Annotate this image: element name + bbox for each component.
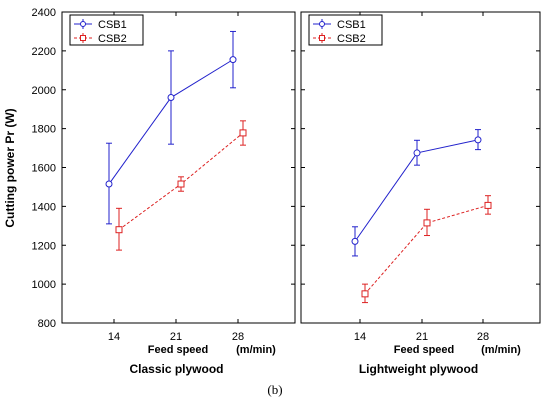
legend-label-csb1: CSB1: [337, 19, 366, 31]
data-point: [351, 237, 359, 245]
y-tick-label: 1800: [32, 124, 56, 136]
data-point: [361, 290, 369, 298]
x-axis-label: Feed speed: [394, 344, 455, 356]
plot-frame: [300, 11, 541, 324]
data-point: [484, 201, 492, 209]
panel-title: Classic plywood: [129, 362, 223, 376]
y-tick-label: 1600: [32, 163, 56, 175]
y-tick-label: 2000: [32, 85, 56, 97]
data-point: [239, 129, 247, 137]
x-axis-label: Feed speed: [148, 344, 209, 356]
plot-frame: [61, 11, 296, 324]
y-tick-label: 1000: [32, 279, 56, 291]
x-tick-label: 14: [354, 331, 366, 343]
y-axis-label: Cutting power Pr (W): [3, 108, 17, 227]
data-point: [423, 219, 431, 227]
y-tick-label: 2200: [32, 46, 56, 58]
plot-layer: 800 1000 1200 1400 1600 1800 2000 2200 2400 14 21 2…: [32, 7, 541, 376]
panel-title: Lightweight plywood: [359, 362, 478, 376]
y-tick-label: 1400: [32, 201, 56, 213]
panel-2: 14 21 28 Feed speed (m/min)Lightweight plywo…: [300, 11, 541, 376]
x-tick-label: 28: [232, 331, 244, 343]
legend-label-csb2: CSB2: [98, 33, 127, 45]
panel-1: 800 1000 1200 1400 1600 1800 2000 2200 2400 14 21 2…: [32, 7, 296, 376]
x-axis-unit: (m/min): [236, 344, 276, 356]
data-point: [115, 226, 123, 234]
legend: CSB1 CSB2: [69, 14, 144, 46]
data-point: [229, 56, 237, 64]
legend-marker: [319, 35, 325, 41]
y-tick-label: 1200: [32, 240, 56, 252]
legend-label-csb1: CSB1: [98, 19, 127, 31]
legend-marker: [80, 35, 86, 41]
figure-caption: (b): [267, 382, 282, 397]
legend-label-csb2: CSB2: [337, 33, 366, 45]
data-point: [474, 136, 482, 144]
y-tick-label: 2400: [32, 7, 56, 19]
data-point: [177, 180, 185, 188]
legend-marker: [80, 21, 86, 27]
x-axis-unit: (m/min): [481, 344, 521, 356]
x-tick-label: 21: [416, 331, 428, 343]
x-tick-label: 28: [477, 331, 489, 343]
x-tick-label: 21: [170, 331, 182, 343]
x-tick-label: 14: [108, 331, 120, 343]
data-point: [413, 149, 421, 157]
data-point: [167, 94, 175, 102]
y-tick-label: 800: [38, 318, 56, 330]
legend: CSB1 CSB2: [308, 14, 383, 46]
legend-marker: [319, 21, 325, 27]
data-point: [105, 180, 113, 188]
series-line-csb2: [364, 204, 489, 295]
